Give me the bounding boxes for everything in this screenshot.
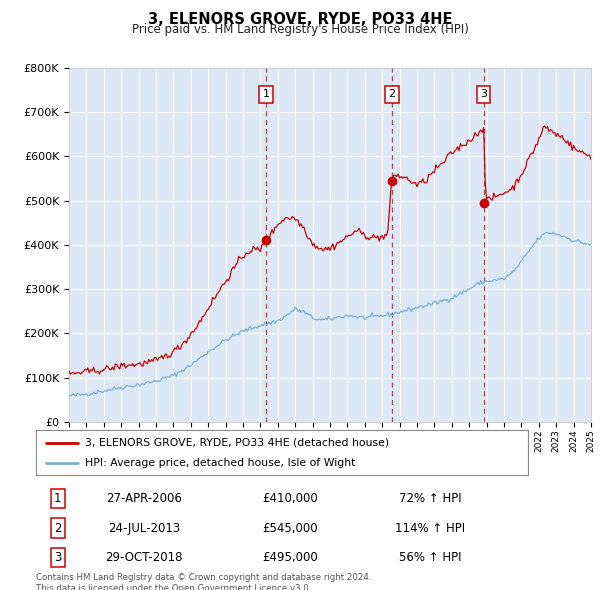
Text: 3, ELENORS GROVE, RYDE, PO33 4HE: 3, ELENORS GROVE, RYDE, PO33 4HE: [148, 12, 452, 27]
Text: 1: 1: [54, 492, 61, 505]
Text: 1: 1: [262, 90, 269, 99]
Text: £410,000: £410,000: [262, 492, 317, 505]
Text: 24-JUL-2013: 24-JUL-2013: [108, 522, 180, 535]
Text: 27-APR-2006: 27-APR-2006: [106, 492, 182, 505]
Text: 3: 3: [54, 551, 61, 564]
Text: 114% ↑ HPI: 114% ↑ HPI: [395, 522, 465, 535]
Text: 2: 2: [388, 90, 395, 99]
Text: 3: 3: [480, 90, 487, 99]
Text: £545,000: £545,000: [262, 522, 317, 535]
Text: 2: 2: [54, 522, 61, 535]
Text: Price paid vs. HM Land Registry's House Price Index (HPI): Price paid vs. HM Land Registry's House …: [131, 23, 469, 36]
Text: 29-OCT-2018: 29-OCT-2018: [105, 551, 183, 564]
Text: £495,000: £495,000: [262, 551, 317, 564]
Text: 56% ↑ HPI: 56% ↑ HPI: [399, 551, 461, 564]
Text: 72% ↑ HPI: 72% ↑ HPI: [399, 492, 461, 505]
Text: Contains HM Land Registry data © Crown copyright and database right 2024.
This d: Contains HM Land Registry data © Crown c…: [36, 573, 371, 590]
Text: HPI: Average price, detached house, Isle of Wight: HPI: Average price, detached house, Isle…: [85, 458, 356, 468]
Text: 3, ELENORS GROVE, RYDE, PO33 4HE (detached house): 3, ELENORS GROVE, RYDE, PO33 4HE (detach…: [85, 438, 389, 448]
